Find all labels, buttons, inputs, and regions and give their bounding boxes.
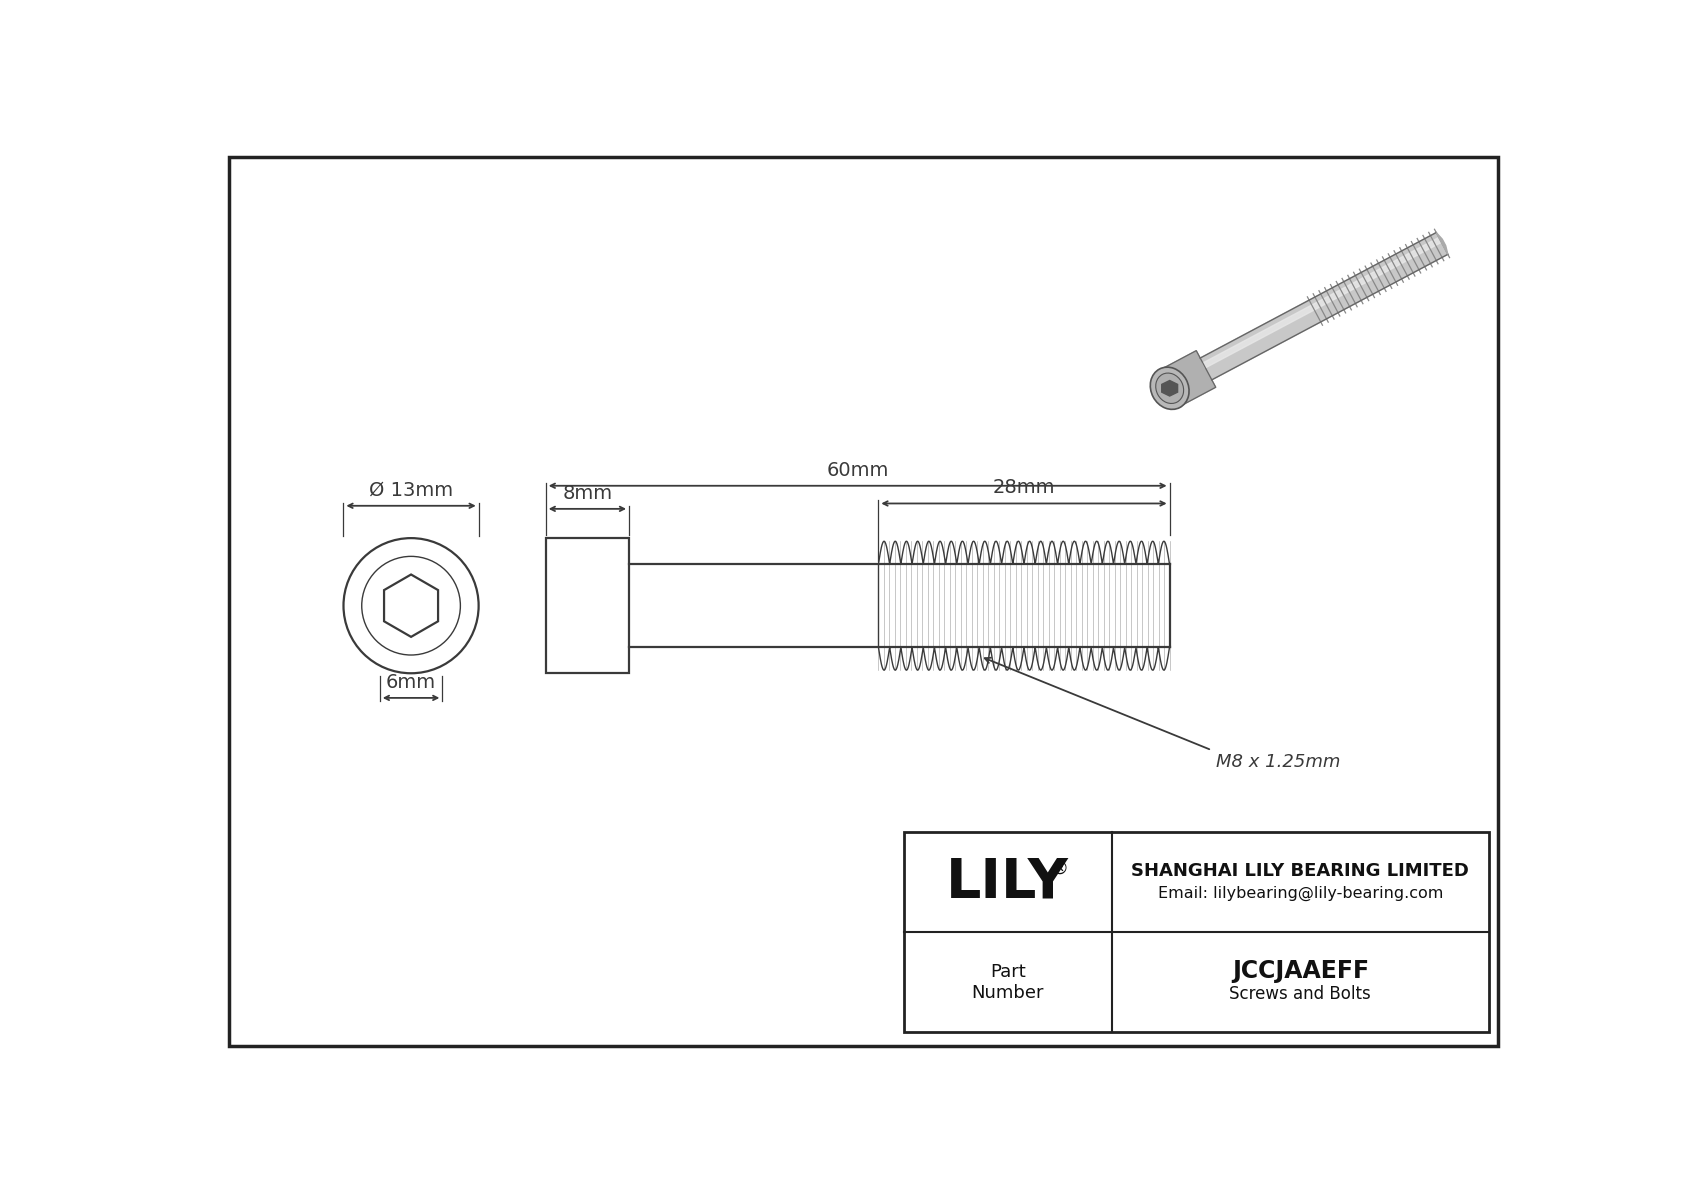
Ellipse shape	[1150, 367, 1189, 410]
Polygon shape	[1436, 232, 1448, 255]
Text: Email: lilybearing@lily-bearing.com: Email: lilybearing@lily-bearing.com	[1157, 885, 1443, 900]
Text: Part
Number: Part Number	[972, 962, 1044, 1002]
Circle shape	[344, 538, 478, 673]
Text: JCCJAAEFF: JCCJAAEFF	[1231, 960, 1369, 984]
Bar	[546, 538, 628, 673]
Polygon shape	[1201, 232, 1448, 380]
Text: 28mm: 28mm	[994, 479, 1056, 498]
Polygon shape	[1202, 237, 1442, 368]
Text: 60mm: 60mm	[827, 461, 889, 480]
Text: SHANGHAI LILY BEARING LIMITED: SHANGHAI LILY BEARING LIMITED	[1132, 861, 1468, 880]
Text: ®: ®	[1051, 859, 1069, 878]
Text: Ø 13mm: Ø 13mm	[369, 481, 453, 499]
Text: 8mm: 8mm	[562, 484, 613, 503]
Text: LILY: LILY	[946, 855, 1069, 909]
Polygon shape	[384, 574, 438, 637]
Text: 6mm: 6mm	[386, 673, 436, 692]
Polygon shape	[1160, 350, 1216, 406]
Text: Screws and Bolts: Screws and Bolts	[1229, 985, 1371, 1003]
Polygon shape	[1162, 380, 1177, 397]
Circle shape	[362, 556, 460, 655]
Ellipse shape	[1155, 373, 1184, 404]
Bar	[904, 833, 1489, 1033]
Text: M8 x 1.25mm: M8 x 1.25mm	[1216, 754, 1340, 772]
